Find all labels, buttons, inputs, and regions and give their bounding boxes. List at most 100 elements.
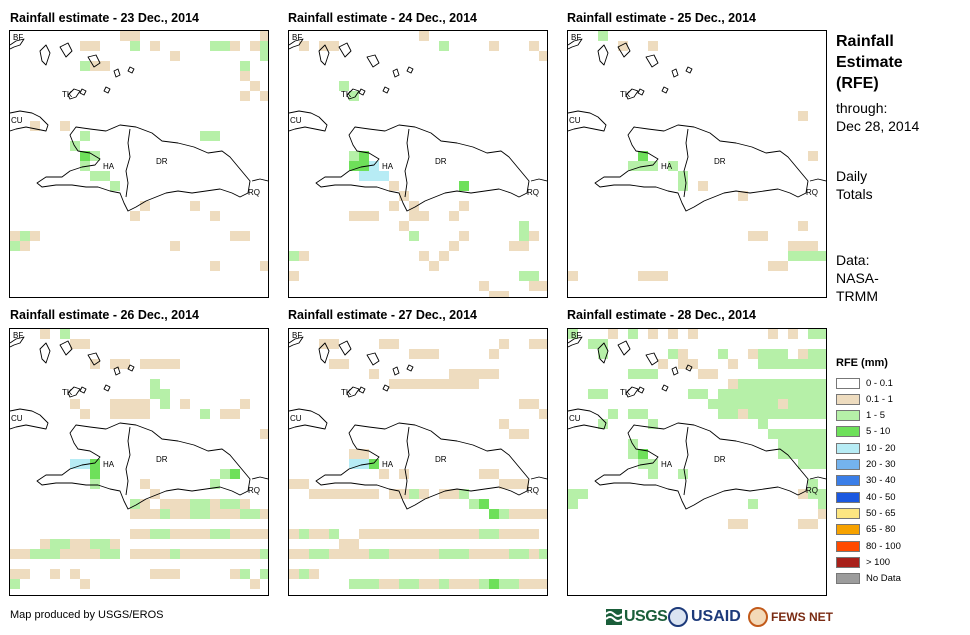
map-label-cu: CU bbox=[11, 116, 23, 125]
rainfall-cell bbox=[778, 261, 788, 271]
rainfall-cell bbox=[150, 41, 160, 51]
rainfall-cell bbox=[80, 579, 90, 589]
rainfall-cell bbox=[539, 281, 547, 291]
rainfall-cell bbox=[808, 519, 818, 529]
rainfall-cell bbox=[808, 379, 818, 389]
map-label-rq: RQ bbox=[806, 486, 818, 495]
turks-caicos-outline bbox=[661, 86, 669, 94]
rainfall-cell bbox=[349, 91, 359, 101]
rainfall-cell bbox=[240, 399, 250, 409]
rainfall-cell bbox=[519, 231, 529, 241]
rainfall-cell bbox=[80, 539, 90, 549]
rainfall-cell bbox=[479, 281, 489, 291]
rainfall-cell bbox=[369, 529, 379, 539]
rainfall-cell bbox=[180, 529, 190, 539]
rainfall-cell bbox=[818, 399, 826, 409]
legend-title: RFE (mm) bbox=[836, 357, 888, 369]
rainfall-cell bbox=[349, 449, 359, 459]
rainfall-cell bbox=[190, 201, 200, 211]
rainfall-cell bbox=[449, 489, 459, 499]
legend-label: 30 - 40 bbox=[866, 475, 896, 487]
rainfall-cell bbox=[798, 379, 808, 389]
rainfall-cell bbox=[389, 379, 399, 389]
rainfall-cell bbox=[210, 509, 220, 519]
rainfall-cell bbox=[808, 251, 818, 261]
rainfall-cell bbox=[240, 61, 250, 71]
rainfall-cell bbox=[818, 329, 826, 339]
legend-label: No Data bbox=[866, 573, 901, 585]
bahamas-island-outline bbox=[113, 366, 121, 376]
rainfall-cell bbox=[728, 519, 738, 529]
rainfall-cell bbox=[130, 549, 140, 559]
rainfall-cell bbox=[728, 409, 738, 419]
turks-caicos-outline bbox=[79, 88, 87, 96]
map-label-bf: BF bbox=[292, 331, 302, 340]
rainfall-cell bbox=[359, 211, 369, 221]
rainfall-cell bbox=[499, 579, 509, 589]
rainfall-cell bbox=[399, 529, 409, 539]
legend-label: 0.1 - 1 bbox=[866, 393, 893, 405]
bahamas-island-outline bbox=[338, 42, 352, 58]
rainfall-cell bbox=[130, 31, 140, 41]
legend-swatch bbox=[836, 524, 860, 536]
rainfall-cell bbox=[698, 389, 708, 399]
rainfall-cell bbox=[499, 549, 509, 559]
rainfall-cell bbox=[509, 241, 519, 251]
rainfall-cell bbox=[419, 489, 429, 499]
bahamas-island-outline bbox=[406, 364, 414, 372]
data-line: NASA- bbox=[836, 270, 879, 286]
rainfall-cell bbox=[220, 549, 230, 559]
rainfall-cell bbox=[220, 529, 230, 539]
rainfall-cell bbox=[210, 261, 220, 271]
rainfall-cell bbox=[638, 459, 648, 469]
rainfall-cell bbox=[20, 241, 30, 251]
rainfall-cell bbox=[379, 339, 389, 349]
rainfall-cell bbox=[359, 579, 369, 589]
rainfall-cell bbox=[678, 349, 688, 359]
rainfall-cell bbox=[539, 579, 547, 589]
rainfall-cell bbox=[100, 61, 110, 71]
data-line: TRMM bbox=[836, 288, 878, 304]
rainfall-cell bbox=[250, 81, 260, 91]
rainfall-cell bbox=[738, 409, 748, 419]
rainfall-cell bbox=[210, 499, 220, 509]
rfe-title-line: (RFE) bbox=[836, 75, 879, 92]
rainfall-cell bbox=[240, 529, 250, 539]
rainfall-cell bbox=[509, 579, 519, 589]
daily-line: Daily bbox=[836, 168, 868, 184]
rainfall-cell bbox=[369, 459, 379, 469]
rainfall-cell bbox=[638, 151, 648, 161]
rainfall-cell bbox=[180, 509, 190, 519]
rainfall-cell bbox=[260, 91, 268, 101]
rainfall-cell bbox=[379, 579, 389, 589]
rainfall-cell bbox=[329, 339, 339, 349]
rainfall-cell bbox=[289, 569, 299, 579]
rainfall-cell bbox=[110, 399, 120, 409]
rainfall-cell bbox=[688, 329, 698, 339]
bahamas-island-outline bbox=[645, 54, 659, 68]
rainfall-cell bbox=[489, 349, 499, 359]
rainfall-cell bbox=[30, 549, 40, 559]
rainfall-cell bbox=[808, 349, 818, 359]
rainfall-cell bbox=[718, 409, 728, 419]
rainfall-cell bbox=[170, 51, 180, 61]
cuba-coastline bbox=[568, 110, 607, 132]
rainfall-cell bbox=[369, 369, 379, 379]
rainfall-cell bbox=[459, 201, 469, 211]
fews-globe-icon bbox=[748, 607, 768, 627]
bahamas-island-outline bbox=[617, 42, 631, 58]
rainfall-cell bbox=[349, 549, 359, 559]
daily-line: Totals bbox=[836, 186, 873, 202]
turks-caicos-outline bbox=[625, 386, 639, 398]
rainfall-cell bbox=[778, 409, 788, 419]
rainfall-cell bbox=[509, 549, 519, 559]
rainfall-cell bbox=[399, 549, 409, 559]
turks-caicos-outline bbox=[382, 384, 390, 392]
rainfall-cell bbox=[40, 539, 50, 549]
turks-caicos-outline bbox=[103, 86, 111, 94]
rainfall-cell bbox=[788, 389, 798, 399]
hispaniola-coastline bbox=[36, 422, 251, 510]
rainfall-cell bbox=[240, 71, 250, 81]
puerto-rico-coastline bbox=[809, 178, 826, 182]
map-label-tk: TK bbox=[620, 388, 631, 397]
